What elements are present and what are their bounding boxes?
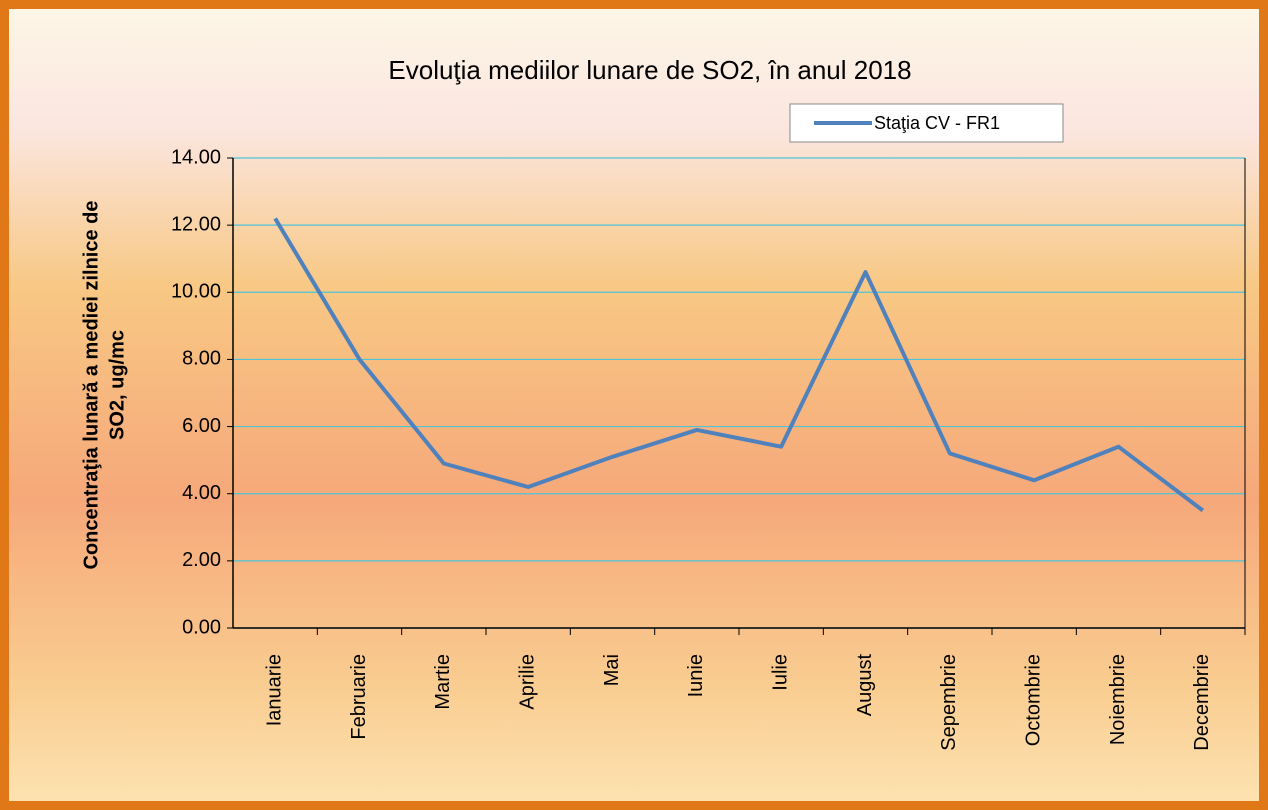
x-tick-label: Noiembrie bbox=[1107, 654, 1129, 745]
x-tick-label: Octombrie bbox=[1022, 654, 1044, 746]
x-tick-label: Martie bbox=[432, 654, 454, 710]
y-tick-label: 6.00 bbox=[182, 415, 221, 437]
x-label-group: Iulie bbox=[769, 654, 791, 691]
y-tick-label: 4.00 bbox=[182, 482, 221, 504]
x-label-group: Iunie bbox=[685, 654, 707, 697]
x-label-group: Mai bbox=[601, 654, 623, 686]
chart-title: Evoluţia mediilor lunare de SO2, în anul… bbox=[388, 55, 911, 85]
y-tick-label: 10.00 bbox=[171, 281, 221, 303]
y-axis-title: Concentraţia lunară a mediei zilnice de … bbox=[80, 200, 128, 569]
x-label-group: Octombrie bbox=[1022, 654, 1044, 746]
y-tick-label: 8.00 bbox=[182, 348, 221, 370]
x-tick-label: August bbox=[854, 654, 876, 717]
y-tick-label: 14.00 bbox=[171, 146, 221, 168]
x-tick-label: Sepembrie bbox=[938, 654, 960, 751]
x-label-group: Noiembrie bbox=[1107, 654, 1129, 745]
x-label-group: Decembrie bbox=[1191, 654, 1213, 751]
x-tick-label: Aprilie bbox=[516, 654, 538, 710]
x-tick-label: Decembrie bbox=[1191, 654, 1213, 751]
background bbox=[9, 9, 1259, 801]
x-tick-label: Ianuarie bbox=[263, 654, 285, 726]
y-axis-title-line: SO2, ug/mc bbox=[106, 330, 128, 440]
x-label-group: Martie bbox=[432, 654, 454, 710]
x-label-group: Aprilie bbox=[516, 654, 538, 710]
series-line bbox=[273, 217, 1205, 513]
x-label-group: Ianuarie bbox=[263, 654, 285, 726]
y-tick-label: 12.00 bbox=[171, 213, 221, 235]
x-tick-label: Iunie bbox=[685, 654, 707, 697]
x-label-group: August bbox=[854, 654, 876, 717]
legend-label: Staţia CV - FR1 bbox=[874, 113, 1000, 133]
x-tick-label: Iulie bbox=[769, 654, 791, 691]
y-tick-label: 2.00 bbox=[182, 549, 221, 571]
x-label-group: Februarie bbox=[348, 654, 370, 740]
x-tick-label: Mai bbox=[601, 654, 623, 686]
y-tick-label: 0.00 bbox=[182, 616, 221, 638]
x-label-group: Sepembrie bbox=[938, 654, 960, 751]
y-axis-title-line: Concentraţia lunară a mediei zilnice de bbox=[80, 200, 102, 569]
x-tick-label: Februarie bbox=[348, 654, 370, 740]
